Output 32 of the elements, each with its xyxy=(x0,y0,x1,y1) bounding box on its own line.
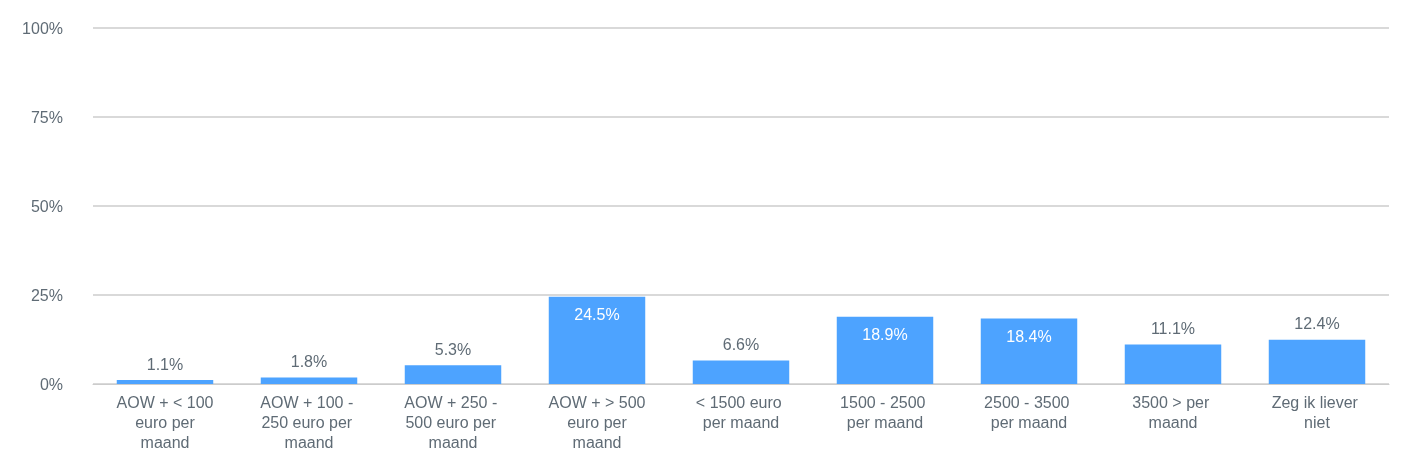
x-tick-label: AOW + 100 - 250 euro per maand xyxy=(260,393,358,451)
x-tick-label: AOW + 250 - 500 euro per maand xyxy=(404,393,502,451)
data-label: 11.1% xyxy=(1150,319,1196,337)
y-tick-label: 50% xyxy=(30,197,63,215)
data-label: 12.4% xyxy=(1294,315,1340,333)
x-tick-label: Zeg ik liever niet xyxy=(1271,393,1363,431)
bar xyxy=(404,365,502,384)
x-tick-label: AOW + < 100 euro per maand xyxy=(116,393,214,451)
y-tick-label: 25% xyxy=(30,286,63,304)
bar xyxy=(1268,339,1366,384)
data-label: 5.3% xyxy=(434,340,472,358)
y-tick-label: 0% xyxy=(39,375,63,393)
data-label: 1.1% xyxy=(146,355,184,373)
x-tick-label: 1500 - 2500 per maand xyxy=(840,393,930,431)
x-tick-label: < 1500 euro per maand xyxy=(695,393,787,431)
bar xyxy=(980,318,1078,384)
bar xyxy=(836,316,934,384)
bar xyxy=(1124,344,1222,384)
bar xyxy=(692,360,790,384)
bar xyxy=(260,377,358,384)
data-label: 6.6% xyxy=(722,336,760,353)
y-tick-label: 75% xyxy=(30,108,63,126)
data-label: 18.9% xyxy=(862,326,908,344)
y-tick-label: 100% xyxy=(22,19,63,37)
x-tick-label: 3500 > per maand xyxy=(1132,393,1214,431)
x-tick-label: 2500 - 3500 per maand xyxy=(984,393,1074,431)
bar xyxy=(116,380,214,384)
data-label: 24.5% xyxy=(574,306,620,324)
bar xyxy=(548,296,646,384)
x-tick-label: AOW + > 500 euro per maand xyxy=(548,393,646,451)
data-label: 1.8% xyxy=(290,353,328,371)
data-label: 18.4% xyxy=(1006,328,1052,345)
